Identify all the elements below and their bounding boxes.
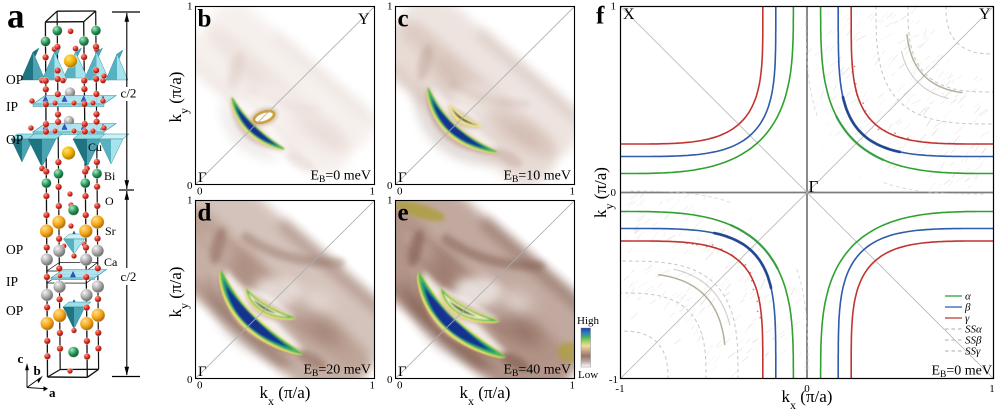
svg-text:kx (π/a): kx (π/a) [460,383,511,408]
svg-text:1: 1 [187,195,193,207]
svg-text:EB=10 meV: EB=10 meV [503,169,571,186]
svg-text:Bi: Bi [104,169,116,183]
svg-text:f: f [596,3,605,30]
svg-text:0: 0 [804,383,810,395]
svg-text:0: 0 [187,180,193,192]
svg-text:IP: IP [6,99,18,114]
svg-text:Cu: Cu [88,140,102,154]
svg-text:Low: Low [578,369,598,381]
svg-text:X: X [623,6,635,23]
svg-text:1: 1 [570,186,576,198]
svg-text:-1: -1 [615,383,624,395]
svg-text:a: a [7,0,25,36]
svg-text:Y: Y [358,11,370,28]
svg-text:0: 0 [387,180,393,192]
svg-text:-1: -1 [609,374,618,386]
svg-text:c: c [18,351,24,366]
svg-text:IP: IP [6,274,18,289]
svg-text:β: β [964,302,971,314]
svg-text:1: 1 [370,380,376,392]
svg-text:d: d [198,200,212,227]
svg-text:OP: OP [6,242,23,257]
svg-text:0: 0 [187,374,193,386]
svg-text:SSα: SSα [965,324,982,336]
svg-text:1: 1 [570,380,576,392]
svg-text:c: c [398,6,409,33]
svg-text:Y: Y [979,6,991,23]
svg-text:EB=20 meV: EB=20 meV [303,363,371,380]
svg-text:Γ: Γ [398,170,407,186]
svg-text:EB=40 meV: EB=40 meV [503,363,571,380]
svg-text:1: 1 [370,186,376,198]
svg-text:OP: OP [6,132,23,147]
svg-text:kx (π/a): kx (π/a) [782,387,833,409]
svg-text:Γ: Γ [198,364,207,380]
svg-text:1: 1 [187,1,193,13]
svg-text:kx (π/a): kx (π/a) [260,383,311,408]
svg-text:High: High [577,315,600,327]
svg-text:Γ: Γ [398,364,407,380]
svg-text:0: 0 [387,374,393,386]
svg-text:1: 1 [387,195,393,207]
svg-text:0: 0 [197,380,203,392]
svg-text:O: O [105,194,114,208]
svg-text:c/2: c/2 [121,269,137,284]
svg-text:0: 0 [197,186,203,198]
svg-text:Ca: Ca [104,255,118,269]
svg-text:SSγ: SSγ [965,346,981,358]
svg-text:b: b [198,6,212,33]
svg-text:SSβ: SSβ [965,335,982,347]
svg-text:0: 0 [397,380,403,392]
svg-text:b: b [34,363,41,378]
svg-text:1: 1 [611,1,617,13]
svg-text:1: 1 [387,1,393,13]
svg-text:1: 1 [989,383,995,395]
svg-text:a: a [49,385,56,400]
svg-text:ky (π/a): ky (π/a) [166,267,191,318]
svg-text:Γ: Γ [198,170,207,186]
svg-text:0: 0 [611,187,617,199]
svg-text:Sr: Sr [105,224,116,238]
svg-text:c/2: c/2 [121,86,137,101]
svg-text:OP: OP [6,72,23,87]
svg-text:ky (π/a): ky (π/a) [166,72,191,123]
svg-text:Γ: Γ [809,177,819,196]
svg-text:OP: OP [6,303,23,318]
svg-text:EB=0 meV: EB=0 meV [310,169,371,186]
svg-text:0: 0 [397,186,403,198]
svg-text:e: e [398,200,409,227]
svg-text:EB=0 meV: EB=0 meV [931,364,992,381]
svg-text:α: α [965,291,971,303]
svg-text:γ: γ [965,313,970,325]
